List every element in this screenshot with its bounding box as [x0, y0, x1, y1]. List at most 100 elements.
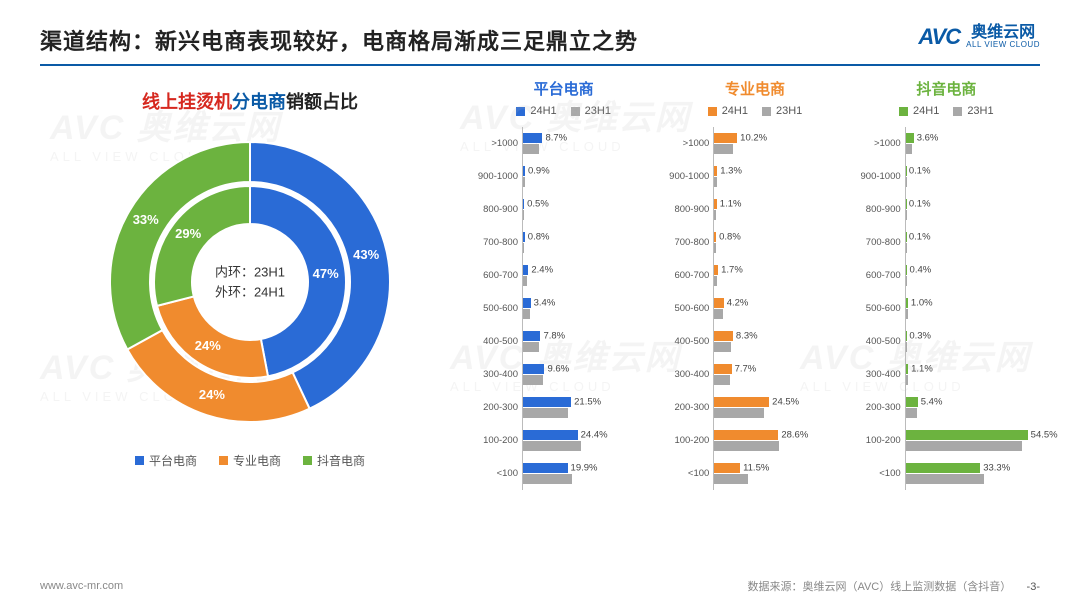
bar-row: >10003.6% [853, 127, 1040, 160]
bar-area: 0.1% [905, 160, 1040, 193]
bar-row: 400-5008.3% [661, 325, 848, 358]
bar-category-label: 400-500 [470, 337, 522, 347]
bar-value-label: 0.5% [527, 199, 549, 210]
bar-area: 3.6% [905, 127, 1040, 160]
bar-24h1: 2.4% [523, 265, 528, 275]
bar-24h1: 7.7% [714, 364, 731, 374]
bar-row: 600-7002.4% [470, 259, 657, 292]
bar-category-label: 600-700 [470, 271, 522, 281]
bar-23h1 [523, 375, 543, 385]
bar-category-label: 300-400 [853, 370, 905, 380]
bar-24h1: 7.8% [523, 331, 540, 341]
bar-column: 专业电商24H123H1>100010.2%900-10001.3%800-90… [661, 78, 848, 558]
bar-row: 900-10001.3% [661, 160, 848, 193]
donut-center-line1: 内环：23H1 [215, 263, 285, 283]
bar-value-label: 7.8% [543, 331, 565, 342]
logo-chinese: 奥维云网 [971, 25, 1035, 41]
bar-row: 700-8000.1% [853, 226, 1040, 259]
bar-row: 100-20054.5% [853, 424, 1040, 457]
bar-area: 9.6% [522, 358, 657, 391]
donut-center-label: 内环：23H1 外环：24H1 [215, 263, 285, 302]
bar-row: 700-8000.8% [470, 226, 657, 259]
bar-area: 28.6% [713, 424, 848, 457]
bar-row: 600-7000.4% [853, 259, 1040, 292]
bar-category-label: 800-900 [853, 205, 905, 215]
bar-category-label: 100-200 [470, 436, 522, 446]
bar-value-label: 0.3% [909, 331, 931, 342]
bar-row: 400-5000.3% [853, 325, 1040, 358]
donut-slice-label: 24% [199, 387, 225, 402]
bar-row: 500-6003.4% [470, 292, 657, 325]
bar-24h1: 1.0% [906, 298, 908, 308]
bar-area: 5.4% [905, 391, 1040, 424]
donut-slice-label: 47% [313, 266, 339, 281]
bar-23h1 [523, 210, 524, 220]
bar-row: 900-10000.1% [853, 160, 1040, 193]
legend-item: 平台电商 [135, 452, 197, 469]
bar-rows: >100010.2%900-10001.3%800-9001.1%700-800… [661, 127, 848, 490]
donut-slice-label: 29% [175, 226, 201, 241]
bar-area: 19.9% [522, 457, 657, 490]
bar-row: 600-700 1.7% [661, 259, 848, 292]
bar-row: >100010.2% [661, 127, 848, 160]
bar-24h1: 11.5% [714, 463, 740, 473]
bar-area: 1.3% [713, 160, 848, 193]
slide-page: AVC 奥维云网ALL VIEW CLOUD AVC 奥维云网ALL VIEW … [0, 0, 1080, 608]
bar-rows: >10003.6%900-10000.1% 800-900 0.1% 700-8000… [853, 127, 1040, 490]
bar-23h1 [523, 441, 581, 451]
bar-row: <10033.3% [853, 457, 1040, 490]
donut-slice-label: 43% [353, 247, 379, 262]
legend-item: 专业电商 [219, 452, 281, 469]
donut-slice-label: 33% [133, 212, 159, 227]
bar-category-label: 700-800 [661, 238, 713, 248]
bar-category-label: >1000 [470, 139, 522, 149]
bar-area: 4.2% [713, 292, 848, 325]
bar-23h1 [714, 243, 715, 253]
bar-column: 抖音电商24H123H1>10003.6%900-10000.1%800-900… [853, 78, 1040, 558]
bar-23h1 [714, 342, 731, 352]
bar-row: 500-6004.2% [661, 292, 848, 325]
bar-area: 1.7% [713, 259, 848, 292]
bar-24h1: 1.3% [714, 166, 717, 176]
bar-24h1: 9.6% [523, 364, 544, 374]
bar-legend: 24H123H1 [661, 105, 848, 117]
bar-area: 21.5% [522, 391, 657, 424]
bar-23h1 [714, 309, 723, 319]
bar-24h1: 0.3% [906, 331, 907, 341]
bar-value-label: 4.2% [727, 298, 749, 309]
bar-23h1 [714, 408, 763, 418]
bar-legend: 24H123H1 [853, 105, 1040, 117]
bar-23h1 [906, 342, 907, 352]
bar-category-label: 600-700 [853, 271, 905, 281]
donut-center-line2: 外环：24H1 [215, 282, 285, 302]
bar-row: 800-9001.1% [661, 193, 848, 226]
bar-area: 8.7% [522, 127, 657, 160]
bar-category-label: 400-500 [853, 337, 905, 347]
bar-category-label: 300-400 [661, 370, 713, 380]
page-title: 渠道结构：新兴电商表现较好，电商格局渐成三足鼎立之势 [40, 24, 638, 56]
bar-row: 300-4007.7% [661, 358, 848, 391]
bar-value-label: 1.7% [721, 265, 743, 276]
logo-mark: AVC [918, 24, 960, 50]
bar-area: 33.3% [905, 457, 1040, 490]
header: 渠道结构：新兴电商表现较好，电商格局渐成三足鼎立之势 AVC 奥维云网 ALL … [40, 24, 1040, 66]
bar-category-label: <100 [470, 469, 522, 479]
bar-area: 24.5% [713, 391, 848, 424]
bar-23h1 [906, 375, 908, 385]
bar-category-label: >1000 [661, 139, 713, 149]
bar-value-label: 0.1% [909, 199, 931, 210]
bar-category-label: 600-700 [661, 271, 713, 281]
bar-row: 300-4001.1% [853, 358, 1040, 391]
bar-24h1: 10.2% [714, 133, 737, 143]
bar-24h1: 1.1% [714, 199, 716, 209]
bar-value-label: 7.7% [735, 364, 757, 375]
bar-value-label: 10.2% [740, 133, 767, 144]
bar-category-label: 800-900 [470, 205, 522, 215]
bar-row: 700-8000.8% [661, 226, 848, 259]
bar-category-label: 900-1000 [470, 172, 522, 182]
bar-23h1 [714, 144, 733, 154]
footer: www.avc-mr.com 数据来源：奥维云网（AVC）线上监测数据（含抖音）… [40, 578, 1040, 594]
bar-category-label: 300-400 [470, 370, 522, 380]
bar-value-label: 3.6% [917, 133, 939, 144]
bar-23h1 [714, 210, 716, 220]
